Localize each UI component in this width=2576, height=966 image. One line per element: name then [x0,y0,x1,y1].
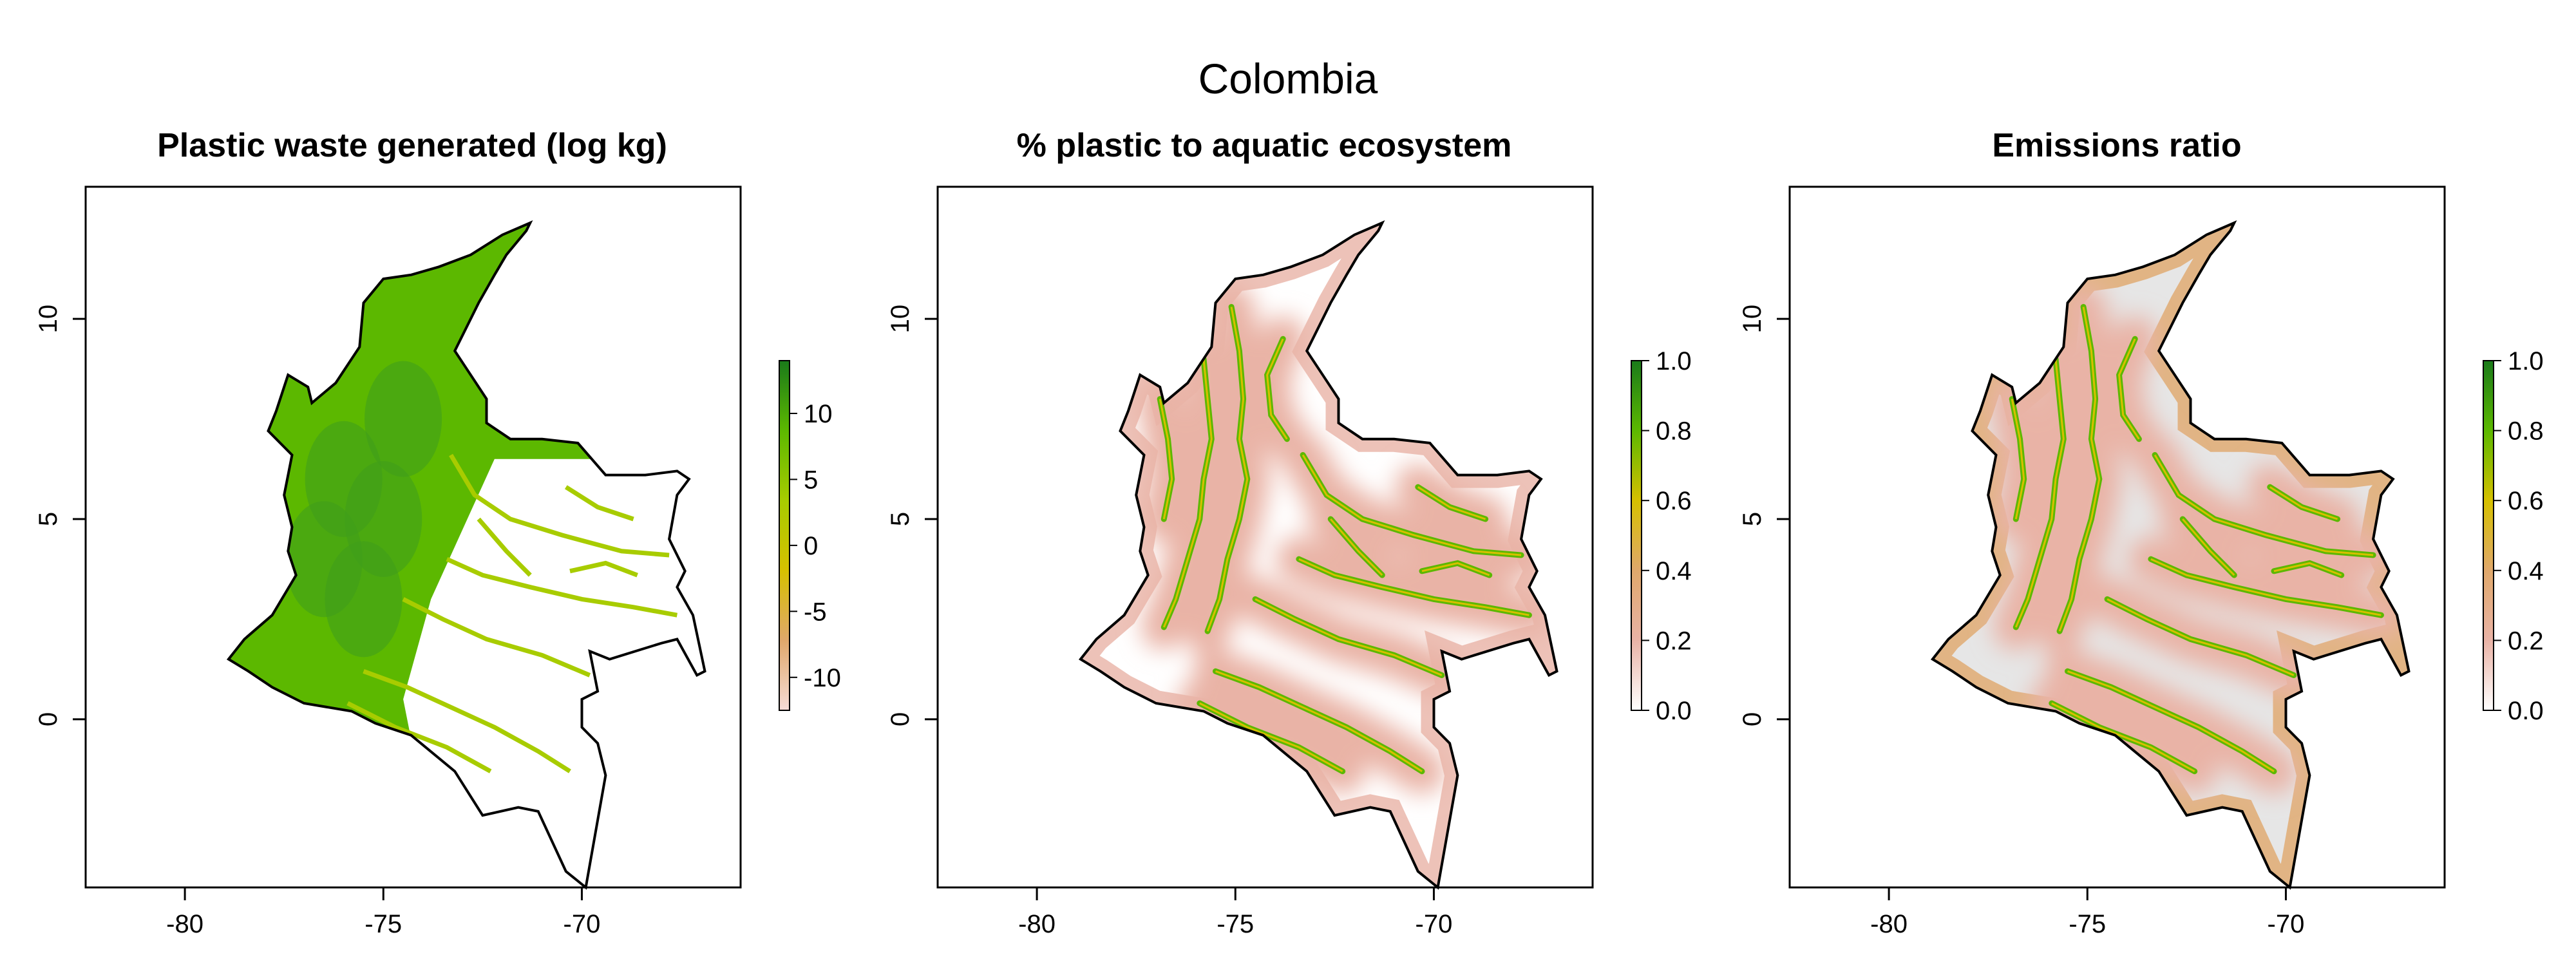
river-7 [569,560,638,578]
legend-tick-label: 0.8 [1656,417,1692,446]
panel-title-plastic-waste: Plastic waste generated (log kg) [157,127,667,164]
river-core-8 [1199,702,1343,773]
legend-bar [2483,360,2494,711]
y-tick-label: 10 [1738,305,1766,334]
map-raster [1080,223,1557,887]
y-tick-label: 5 [886,512,914,526]
river-core-10 [2269,486,2338,520]
river-core-0 [1206,307,1249,632]
x-tick-label: -70 [1416,910,1453,938]
river-core-8 [2051,702,2195,773]
y-tick-label: 10 [34,305,62,334]
river-1 [446,557,678,618]
panel-title-emissions-ratio: Emissions ratio [1992,127,2242,164]
y-tick-label: 0 [1738,712,1766,726]
river-6 [564,485,634,522]
river-core-5 [2150,558,2382,616]
river-core-6 [1255,598,1443,676]
legend-tick-label: 0.2 [1656,627,1692,655]
legend-tick-label: 0.0 [2508,697,2544,725]
legend-tick-label: 5 [804,466,818,494]
legend-tick-label: 1.0 [2508,347,2544,375]
country-border [226,220,706,890]
legend-tick-label: 0.4 [1656,557,1692,585]
panel-title-aquatic-percent: % plastic to aquatic ecosystem [1016,127,1512,164]
legend-tick-label: 0.2 [2508,627,2544,655]
panel-2: -80 -75 -70 0 5 10 0.0 0.2 0.4 0.6 0.8 1.0 [886,185,1692,938]
legend-tick-label: 10 [804,400,833,428]
highland-patch-2 [365,361,442,477]
river-core-2 [1159,399,1173,520]
river-core-4 [1302,454,1522,556]
river-core-3 [1266,338,1288,440]
x-tick-label: -70 [564,910,601,938]
plot-frame [84,185,742,889]
x-tick-label: -75 [1217,910,1254,938]
x-tick-label: -70 [2268,910,2305,938]
river-3 [363,669,571,773]
river-core-11 [1421,562,1490,576]
x-tick-label: -75 [2069,910,2106,938]
legend-tick-label: 1.0 [1656,347,1692,375]
river-core-9 [2182,518,2235,576]
legend-tick-label: 0.6 [1656,487,1692,515]
river-core-7 [1215,670,1423,772]
river-core-7 [2067,670,2275,772]
legend-tick-label: -10 [804,664,841,692]
legend-tick-label: 0.8 [2508,417,2544,446]
legend-bar [779,360,790,711]
x-tick-label: -75 [365,910,402,938]
country-border [1930,220,2410,890]
river-core-3 [2118,338,2140,440]
legend-tick-label: 0.0 [1656,697,1692,725]
legend-bar [1631,360,1642,711]
y-tick-label: 0 [886,712,914,726]
legend-tick-label: -5 [804,598,827,626]
figure-title: Colombia [1198,55,1378,102]
plot-frame [1788,185,2446,889]
river-core-10 [1417,486,1486,520]
river-core-6 [2107,598,2295,676]
river-core-0 [2058,307,2101,632]
panel-1: -80 -75 -70 0 5 10 -10 -5 0 5 10 [34,185,841,938]
y-tick-label: 5 [34,512,62,526]
river-core-2 [2011,399,2025,520]
x-tick-label: -80 [1018,910,1056,938]
river-0 [449,453,670,558]
river-5 [477,517,532,577]
x-tick-label: -80 [166,910,204,938]
river-core-11 [2273,562,2342,576]
map-raster [285,361,705,887]
y-tick-label: 5 [1738,512,1766,526]
legend-tick-label: 0.4 [2508,557,2544,585]
map-raster [1932,223,2409,887]
river-core-1 [1162,359,1213,628]
river-core-4 [2154,454,2374,556]
panel-3: -80 -75 -70 0 5 10 0.0 0.2 0.4 0.6 0.8 1.0 [1738,185,2544,938]
highland-patch-4 [325,541,402,658]
river-core-1 [2014,359,2065,628]
y-tick-label: 0 [34,712,62,726]
river-2 [402,597,591,677]
plot-frame [936,185,1594,889]
river-core-5 [1298,558,1530,616]
x-tick-label: -80 [1870,910,1908,938]
country-border [1078,220,1558,890]
y-tick-label: 10 [886,305,914,334]
legend-tick-label: 0.6 [2508,487,2544,515]
legend-tick-label: 0 [804,532,818,560]
river-core-9 [1330,518,1383,576]
river-4 [346,701,492,773]
